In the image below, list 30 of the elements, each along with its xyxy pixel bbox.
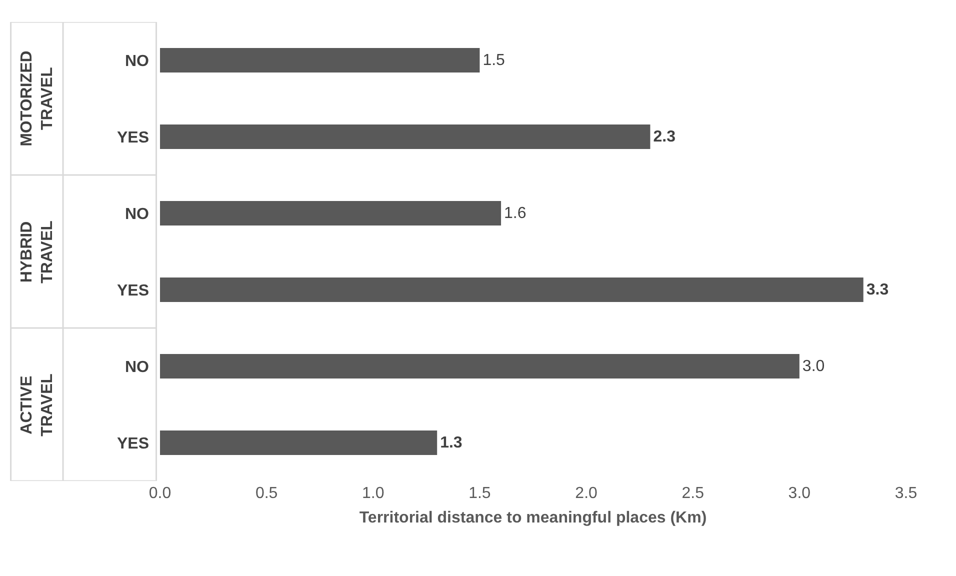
text: ACTIVE TRAVEL — [18, 373, 56, 436]
x-tick-label: 0.0 — [148, 485, 172, 502]
x-tick-label: 2.0 — [575, 485, 598, 502]
bar — [160, 430, 438, 455]
y-tick-label: YES — [116, 435, 150, 452]
bar — [160, 201, 502, 226]
bar — [160, 354, 800, 378]
y-tick-label: NO — [125, 358, 149, 376]
bar — [160, 48, 480, 72]
bar — [160, 278, 864, 302]
bar — [160, 124, 650, 149]
x-tick-label: 1.5 — [468, 485, 491, 502]
x-tick-label: 3.0 — [788, 485, 811, 502]
y-tick-label: YES — [116, 129, 150, 146]
data-label: 3.0 — [802, 358, 825, 375]
x-tick-label: 1.0 — [362, 485, 384, 502]
x-tick-label: 3.5 — [894, 485, 918, 502]
x-tick-label: 2.5 — [682, 485, 704, 502]
text: MOTORIZED TRAVEL — [18, 50, 56, 146]
data-label: 2.3 — [653, 128, 676, 146]
y-tick-label: NO — [125, 206, 149, 223]
text: HYBRID TRAVEL — [18, 220, 56, 284]
x-axis-title: Territorial distance to meaningful places (Km) — [359, 510, 707, 527]
data-label: 1.5 — [482, 52, 506, 69]
y-tick-label: YES — [116, 282, 150, 300]
data-label: 1.6 — [504, 204, 526, 222]
data-label: 1.3 — [440, 434, 462, 452]
y-tick-label: NO — [125, 52, 149, 70]
data-label: 3.3 — [866, 281, 889, 298]
x-tick-label: 0.5 — [255, 485, 278, 502]
